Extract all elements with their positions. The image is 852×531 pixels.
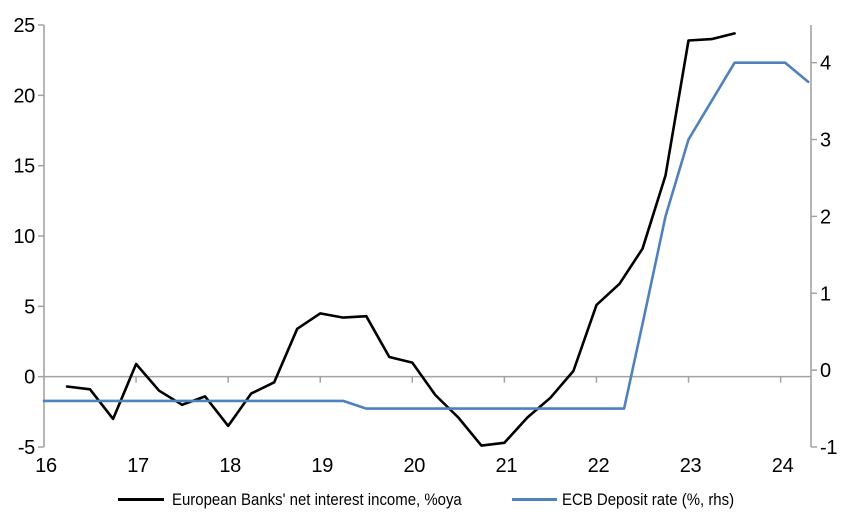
right-axis-tick-label: -1 — [820, 437, 837, 459]
left-axis-tick-label: 15 — [13, 156, 35, 178]
series-line-1 — [42, 61, 810, 410]
left-axis-tick-label: 5 — [24, 296, 35, 318]
x-axis-tick-label: 18 — [219, 455, 241, 477]
right-axis-tick-label: 2 — [820, 206, 831, 228]
legend: European Banks' net interest income, %oy… — [0, 486, 852, 513]
x-axis-tick-label: 21 — [496, 455, 518, 477]
left-axis-tick-label: 10 — [13, 226, 35, 248]
left-axis-tick-label: -5 — [18, 437, 35, 459]
right-axis-tick-label: 1 — [820, 283, 831, 305]
x-axis-tick-label: 24 — [772, 455, 794, 477]
legend-swatch-0 — [118, 498, 164, 501]
x-axis-tick-label: 23 — [680, 455, 702, 477]
right-axis-tick-label: 0 — [820, 360, 831, 382]
legend-swatch-1 — [512, 498, 557, 501]
right-axis-tick-label: 3 — [820, 130, 831, 152]
x-axis-tick-label: 20 — [403, 455, 425, 477]
left-axis-tick-label: 20 — [13, 85, 35, 107]
left-axis-tick-label: 25 — [13, 15, 35, 37]
x-axis-tick-label: 16 — [35, 455, 57, 477]
x-axis-tick-label: 19 — [311, 455, 333, 477]
right-axis-tick-label: 4 — [820, 53, 831, 75]
left-axis-tick-label: 0 — [24, 367, 35, 389]
legend-label-ecb-deposit-rate: ECB Deposit rate (%, rhs) — [562, 490, 735, 509]
series-line-0 — [65, 32, 736, 447]
x-axis-tick-label: 22 — [588, 455, 610, 477]
legend-label-net-interest-income: European Banks' net interest income, %oy… — [172, 490, 462, 509]
x-axis-tick-label: 17 — [127, 455, 149, 477]
